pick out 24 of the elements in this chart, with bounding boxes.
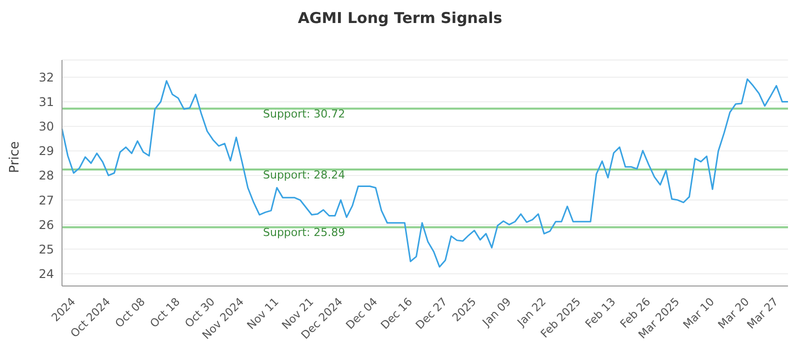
y-tick-label: 31 [38,95,54,110]
ref-line-label: Support: 30.72 [263,107,346,120]
y-tick-label: 30 [38,120,54,134]
x-tick-label: Mar 10 [680,295,717,332]
y-tick-label: 29 [38,144,54,158]
x-tick-label: Oct 18 [148,295,183,330]
x-tick-label: Oct 08 [112,295,148,330]
y-tick-label: 25 [38,242,54,256]
y-tick-label: 24 [38,266,54,281]
x-tick-label: Feb 13 [582,295,618,331]
x-tick-label: Nov 11 [244,295,282,332]
y-tick-label: 27 [38,193,54,208]
y-tick-label: 32 [38,70,54,84]
y-tick-label: 26 [38,218,54,232]
x-tick-label: Jan 09 [479,295,514,330]
x-tick-label: Dec 16 [378,295,415,332]
x-tick-label: Dec 04 [343,295,380,332]
chart-title: AGMI Long Term Signals [296,8,504,29]
line-series [61,78,789,268]
y-axis-title: Price [8,141,23,173]
ref-line-label: Support: 25.89 [263,226,346,240]
ref-line-label: Support: 28.24 [263,168,346,182]
x-tick-label: Dec 27 [413,295,450,332]
y-tick-label: 28 [38,168,54,183]
